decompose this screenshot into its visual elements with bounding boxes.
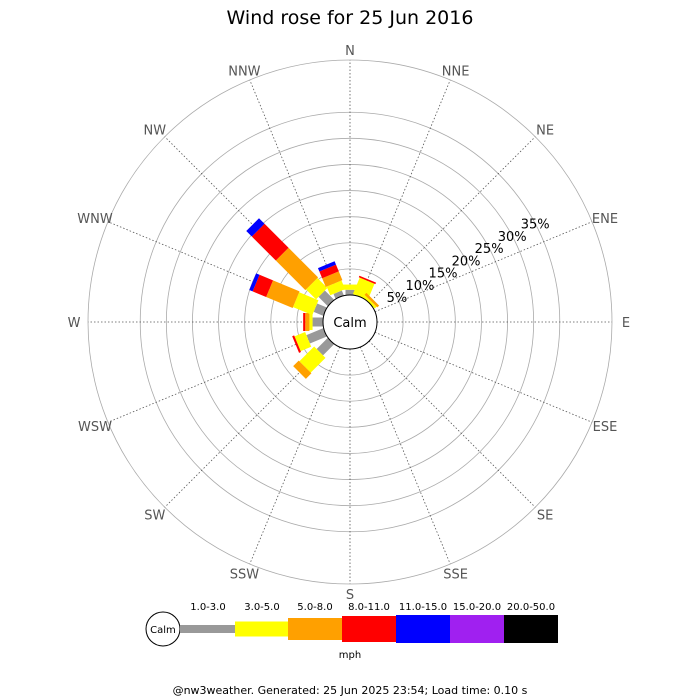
calm-label: Calm	[333, 316, 366, 331]
grid-spoke	[374, 331, 593, 423]
bar-segment-wsw-0	[306, 328, 327, 344]
bar-segment-nnw-1	[326, 280, 346, 296]
grid-spoke	[374, 221, 593, 313]
bar-segment-w-1	[309, 314, 313, 330]
ring-label: 15%	[429, 267, 458, 282]
bar-segment-sw-1	[299, 346, 326, 373]
legend-unit-label: mph	[339, 650, 361, 661]
calm-circle	[322, 294, 378, 350]
speed-legend: Calm mph 1.0-3.0 3.0-5.0 5.0-8.0 8.0-11.0 11…	[145, 602, 558, 661]
direction-label-ese: ESE	[593, 420, 618, 435]
bar-segment-wsw-1	[294, 331, 312, 352]
ring-label: 25%	[475, 242, 504, 257]
legend-bin-label-5: 15.0-20.0	[453, 602, 501, 613]
grid-ring	[165, 137, 535, 507]
legend-bin-label-2: 5.0-8.0	[297, 602, 332, 613]
direction-label-wnw: WNW	[77, 212, 113, 227]
direction-label-n: N	[345, 44, 355, 59]
polar-grid	[87, 59, 613, 585]
bar-segment-wnw-4	[249, 273, 260, 292]
bar-segment-wnw-1	[293, 292, 319, 316]
bar-segment-nw-2	[275, 247, 319, 291]
bar-segment-wnw-2	[266, 280, 300, 308]
bar-segment-wnw-0	[313, 303, 327, 316]
direction-label-ne: NE	[536, 124, 554, 139]
wind-bars	[246, 218, 380, 379]
bar-segment-n-0	[345, 289, 355, 295]
ring-label: 35%	[521, 218, 550, 233]
grid-spoke	[359, 346, 451, 565]
bar-segment-nnw-4	[317, 261, 336, 272]
ring-label: 20%	[452, 254, 481, 269]
direction-label-sw: SW	[144, 508, 165, 523]
bar-segment-w-2	[305, 313, 310, 331]
grid-spoke	[359, 79, 451, 298]
bar-segment-ne-2	[364, 292, 380, 308]
ring-labels: 5%10%15%20%25%30%35%	[387, 218, 550, 307]
direction-label-s: S	[346, 588, 354, 603]
legend-bin-label-4: 11.0-15.0	[399, 602, 447, 613]
direction-label-nnw: NNW	[228, 65, 260, 80]
legend-swatch-3	[342, 616, 396, 642]
legend-bin-label-3: 8.0-11.0	[348, 602, 390, 613]
grid-spoke	[368, 340, 536, 508]
bar-segment-wnw-3	[252, 274, 274, 297]
bar-segment-sw-0	[316, 337, 335, 356]
legend-swatch-6	[504, 615, 558, 643]
ring-label: 10%	[405, 279, 434, 294]
direction-label-sse: SSE	[443, 567, 468, 582]
direction-labels: N NNE NE ENE E ESE SE SSE S SSW SW WSW W WNW NW NNW	[68, 44, 631, 603]
bar-segment-nnw-2	[322, 271, 343, 287]
legend-bin-label-1: 3.0-5.0	[244, 602, 279, 613]
bar-segment-nw-3	[251, 223, 289, 261]
legend-bin-label-6: 20.0-50.0	[507, 602, 555, 613]
grid-spoke	[107, 331, 326, 423]
direction-label-e: E	[622, 316, 630, 331]
direction-label-wsw: WSW	[78, 420, 112, 435]
grid-ring	[296, 268, 404, 376]
bar-segment-wsw-3	[292, 335, 301, 353]
bar-segment-nw-4	[246, 218, 265, 237]
calm-centre: Calm	[322, 294, 378, 350]
grid-spoke	[249, 346, 341, 565]
legend-swatch-4	[396, 615, 450, 643]
direction-label-w: W	[68, 316, 81, 331]
legend-bin-label-0: 1.0-3.0	[190, 602, 225, 613]
direction-label-nw: NW	[144, 124, 167, 139]
legend-calm-label: Calm	[150, 625, 176, 636]
direction-label-nne: NNE	[442, 65, 470, 80]
ring-label: 5%	[387, 291, 408, 306]
grid-spoke	[368, 136, 536, 304]
ring-label: 30%	[498, 230, 527, 245]
legend-swatch-1	[235, 621, 288, 637]
chart-title: Wind rose for 25 Jun 2016	[227, 7, 474, 29]
bar-segment-nnw-3	[319, 264, 339, 279]
bar-segment-w-0	[312, 317, 323, 327]
legend-swatch-2	[288, 618, 342, 640]
grid-ring	[218, 190, 482, 454]
bar-segment-nne-3	[358, 275, 377, 285]
bar-segment-w-3	[303, 313, 306, 331]
direction-label-se: SE	[537, 508, 553, 523]
direction-label-ssw: SSW	[230, 567, 260, 582]
bar-segment-sw-2	[293, 360, 312, 379]
bar-segment-nnw-0	[333, 290, 344, 299]
bar-segment-ne-1	[363, 295, 377, 309]
bar-segment-n-1	[342, 284, 358, 290]
footer-text: @nw3weather. Generated: 25 Jun 2025 23:5…	[173, 684, 528, 697]
legend-swatch-0	[180, 625, 235, 633]
legend-swatch-5	[450, 615, 504, 643]
bar-segment-nw-1	[306, 278, 328, 300]
bar-segment-nne-1	[352, 277, 375, 301]
direction-label-ene: ENE	[592, 212, 618, 227]
grid-spoke	[249, 79, 341, 298]
grid-ring	[270, 242, 430, 402]
bar-segment-nw-0	[318, 290, 335, 307]
